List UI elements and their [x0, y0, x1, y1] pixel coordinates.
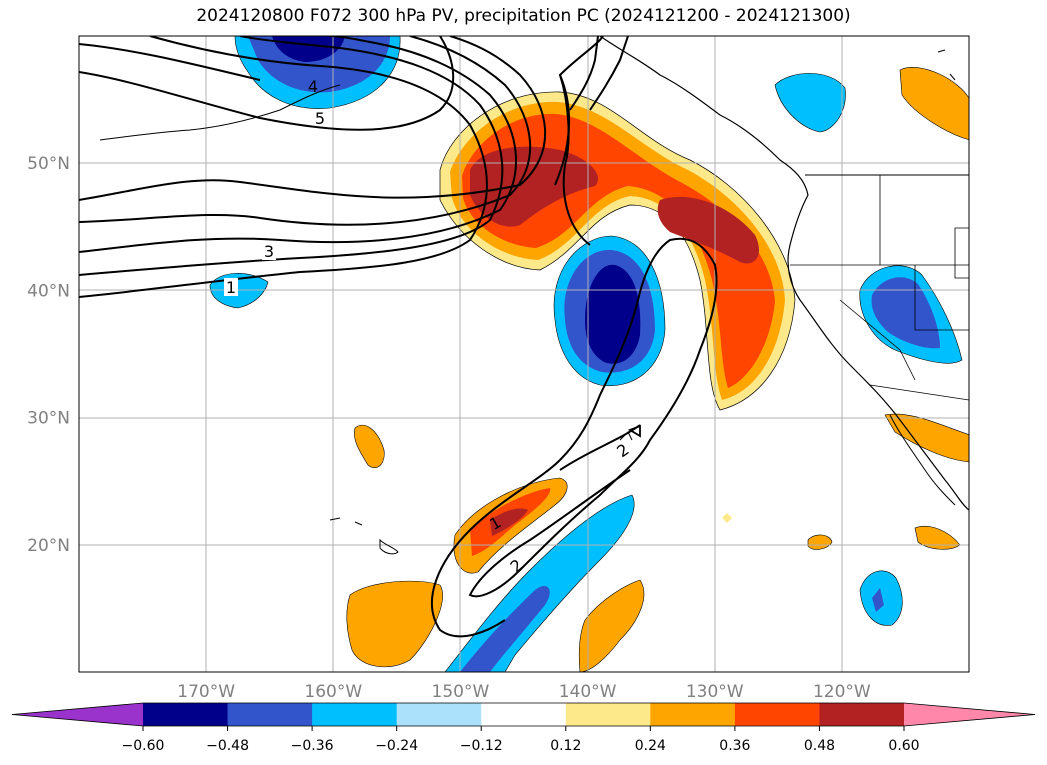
colorbar-segment: [650, 703, 736, 726]
colorbar-tick-labels: −0.60 −0.48 −0.36 −0.24 −0.12 0.12 0.24 0.36 0.4…: [122, 726, 920, 754]
colorbar-tick-label: 0.60: [888, 738, 919, 754]
colorbar-segment: [481, 703, 567, 726]
map-gridlines: [79, 36, 969, 672]
contour-label: 4: [308, 77, 318, 96]
map-title: 2024120800 F072 300 hPa PV, precipitatio…: [196, 6, 851, 26]
colorbar-tick-label: 0.24: [635, 738, 666, 754]
contour-label: 3: [264, 242, 274, 261]
latitude-tick-label: 20°N: [27, 536, 70, 556]
colorbar: [11, 702, 1036, 727]
colorbar-tick-label: −0.60: [122, 738, 165, 754]
positive-precip-shading: [346, 67, 969, 672]
coastlines: [99, 36, 969, 555]
longitude-tick-label: 170°W: [177, 682, 235, 702]
latitude-labels: 50°N 40°N 30°N 20°N: [27, 154, 70, 556]
colorbar-tick-label: −0.36: [291, 738, 334, 754]
colorbar-tick-label: 0.36: [719, 738, 750, 754]
colorbar-tick-label: 0.48: [804, 738, 835, 754]
colorbar-segment: [819, 703, 905, 726]
latitude-tick-label: 40°N: [27, 281, 70, 301]
colorbar-segment: [396, 703, 482, 726]
latitude-tick-label: 30°N: [27, 409, 70, 429]
colorbar-segment: [565, 703, 651, 726]
longitude-tick-label: 160°W: [304, 682, 362, 702]
contour-label: 1: [226, 278, 236, 297]
colorbar-tick-label: 0.12: [550, 738, 581, 754]
longitude-labels: 170°W 160°W 150°W 140°W 130°W 120°W: [177, 682, 871, 702]
longitude-tick-label: 120°W: [813, 682, 871, 702]
colorbar-segment: [734, 703, 820, 726]
colorbar-tick-label: −0.12: [460, 738, 503, 754]
pv-contours: [79, 36, 718, 638]
map-frame: [78, 35, 970, 673]
longitude-tick-label: 130°W: [686, 682, 744, 702]
colorbar-tick-label: −0.24: [375, 738, 418, 754]
contour-label: 5: [315, 109, 325, 128]
colorbar-extend-min: [12, 703, 143, 726]
colorbar-segment: [227, 703, 313, 726]
colorbar-segment: [143, 703, 229, 726]
colorbar-segment: [312, 703, 398, 726]
map-panel: 1 3 4 5 1 2 2: [79, 36, 969, 672]
colorbar-extend-max: [904, 703, 1035, 726]
longitude-tick-label: 140°W: [559, 682, 617, 702]
longitude-tick-label: 150°W: [432, 682, 490, 702]
colorbar-tick-label: −0.48: [206, 738, 249, 754]
latitude-tick-label: 50°N: [27, 154, 70, 174]
